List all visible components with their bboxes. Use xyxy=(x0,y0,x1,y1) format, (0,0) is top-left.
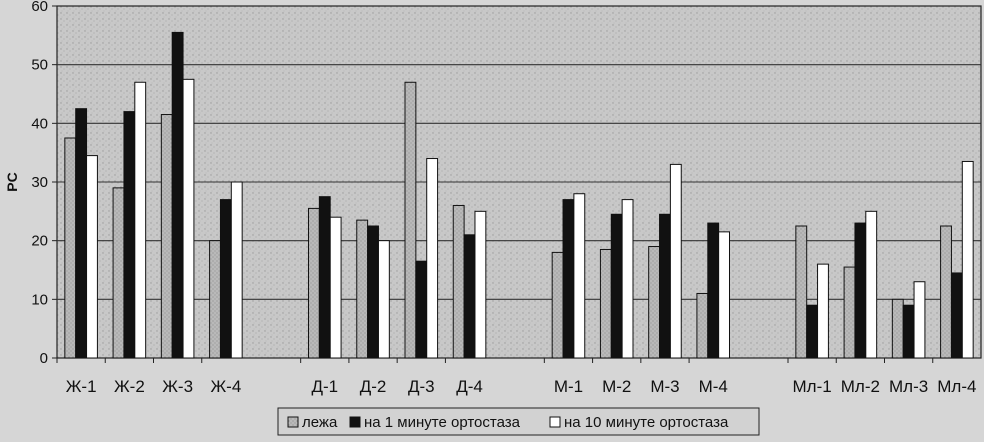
bar-на-10-минуте-ортостаза xyxy=(182,78,195,359)
x-tick-label: Ж-2 xyxy=(114,377,145,396)
bar-на-1-минуте-ортостаза xyxy=(610,213,623,359)
bar-на-10-минуте-ортостаза xyxy=(961,160,974,359)
bar-на-10-минуте-ортостаза xyxy=(134,81,147,359)
bar-на-1-минуте-ортостаза xyxy=(902,304,915,359)
x-tick-label: Д-2 xyxy=(360,377,387,396)
y-tick-label: 50 xyxy=(31,57,48,74)
bar-на-10-минуте-ортостаза xyxy=(817,263,829,359)
bar-лежа xyxy=(64,137,77,359)
bar-лежа xyxy=(599,248,612,359)
bar-лежа xyxy=(452,204,465,359)
legend-swatch xyxy=(349,416,361,428)
y-axis-label: PC xyxy=(4,172,20,191)
y-tick-label: 0 xyxy=(40,350,48,367)
bar-лежа xyxy=(843,266,856,359)
legend-box xyxy=(277,407,760,436)
bar-лежа xyxy=(209,240,221,359)
bar-лежа xyxy=(795,225,808,359)
x-tick-label: Мл-4 xyxy=(937,377,976,396)
bar-на-10-минуте-ортостаза xyxy=(426,158,439,359)
bar-на-10-минуте-ортостаза xyxy=(913,281,926,359)
bar-на-10-минуте-ортостаза xyxy=(865,210,878,359)
legend-swatch xyxy=(549,416,561,428)
bar-на-1-минуте-ортостаза xyxy=(367,225,379,359)
bar-лежа xyxy=(891,298,904,359)
x-tick-label: М-1 xyxy=(554,377,583,396)
bar-лежа xyxy=(551,251,564,359)
bar-на-1-минуте-ортостаза xyxy=(171,31,184,359)
bar-на-10-минуте-ортостаза xyxy=(718,231,730,359)
bar-на-1-минуте-ортостаза xyxy=(562,199,575,359)
bar-лежа xyxy=(112,187,125,359)
bar-на-10-минуте-ортостаза xyxy=(377,240,390,359)
bar-на-10-минуте-ортостаза xyxy=(573,193,586,359)
x-tick-label: Ж-1 xyxy=(66,377,97,396)
bar-лежа xyxy=(404,81,417,359)
legend-label: на 10 минуте ортостаза xyxy=(564,414,729,431)
legend-label: лежа xyxy=(302,414,338,431)
x-tick-label: Ж-3 xyxy=(162,377,193,396)
bar-на-1-минуте-ортостаза xyxy=(463,234,476,359)
x-tick-label: Ж-4 xyxy=(210,377,241,396)
bar-на-10-минуте-ортостаза xyxy=(474,210,487,359)
bar-лежа xyxy=(160,114,173,359)
bar-на-1-минуте-ортостаза xyxy=(950,272,963,359)
bar-на-1-минуте-ортостаза xyxy=(806,304,819,359)
bar-лежа xyxy=(696,292,709,359)
x-tick-label: Мл-1 xyxy=(793,377,832,396)
y-tick-label: 40 xyxy=(31,115,48,132)
bar-на-1-минуте-ортостаза xyxy=(123,111,136,359)
bar-на-10-минуте-ортостаза xyxy=(621,199,634,359)
legend-swatch xyxy=(287,416,299,428)
bar-лежа xyxy=(940,225,952,359)
bar-на-1-минуте-ортостаза xyxy=(659,213,671,359)
bar-лежа xyxy=(308,207,320,359)
bar-на-1-минуте-ортостаза xyxy=(854,222,867,359)
x-tick-label: М-3 xyxy=(650,377,679,396)
y-tick-label: 30 xyxy=(31,174,48,191)
bar-на-10-минуте-ортостаза xyxy=(86,155,98,359)
x-tick-label: Д-3 xyxy=(408,377,435,396)
bar-на-1-минуте-ортостаза xyxy=(415,260,428,359)
x-tick-label: Мл-2 xyxy=(841,377,880,396)
y-tick-label: 20 xyxy=(31,233,48,250)
bar-на-10-минуте-ортостаза xyxy=(329,216,342,359)
x-tick-label: Мл-3 xyxy=(889,377,928,396)
x-tick-label: М-2 xyxy=(602,377,631,396)
bar-лежа xyxy=(648,246,661,359)
legend-label: на 1 минуте ортостаза xyxy=(364,414,521,431)
bar-на-1-минуте-ортостаза xyxy=(75,108,88,359)
bar-лежа xyxy=(356,219,369,359)
y-tick-label: 60 xyxy=(31,0,48,15)
x-tick-label: Д-4 xyxy=(456,377,483,396)
y-tick-label: 10 xyxy=(31,291,48,308)
bar-на-10-минуте-ортостаза xyxy=(669,163,682,359)
x-tick-label: Д-1 xyxy=(311,377,338,396)
x-tick-label: М-4 xyxy=(699,377,728,396)
bar-на-1-минуте-ортостаза xyxy=(318,196,331,359)
bar-на-1-минуте-ортостаза xyxy=(707,222,720,359)
bar-на-10-минуте-ортостаза xyxy=(230,181,243,359)
bar-на-1-минуте-ортостаза xyxy=(219,199,232,359)
